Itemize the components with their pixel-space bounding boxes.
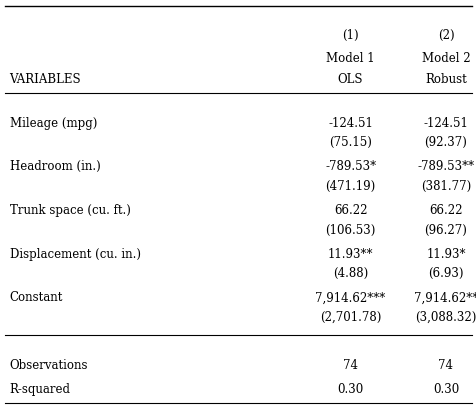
Text: -789.53**: -789.53** bbox=[416, 160, 474, 173]
Text: (4.88): (4.88) bbox=[332, 267, 367, 281]
Text: Headroom (in.): Headroom (in.) bbox=[10, 160, 100, 173]
Text: R-squared: R-squared bbox=[10, 383, 70, 396]
Text: (381.77): (381.77) bbox=[420, 180, 470, 193]
Text: 74: 74 bbox=[342, 359, 357, 372]
Text: (2,701.78): (2,701.78) bbox=[319, 311, 380, 324]
Text: (96.27): (96.27) bbox=[424, 224, 466, 237]
Text: (6.93): (6.93) bbox=[427, 267, 463, 281]
Text: (75.15): (75.15) bbox=[328, 136, 371, 150]
Text: -124.51: -124.51 bbox=[327, 117, 372, 130]
Text: 66.22: 66.22 bbox=[428, 204, 462, 217]
Text: 7,914.62**: 7,914.62** bbox=[413, 291, 476, 304]
Text: 11.93**: 11.93** bbox=[327, 248, 373, 261]
Text: 0.30: 0.30 bbox=[432, 383, 458, 396]
Text: Trunk space (cu. ft.): Trunk space (cu. ft.) bbox=[10, 204, 130, 217]
Text: 7,914.62***: 7,914.62*** bbox=[315, 291, 385, 304]
Text: Robust: Robust bbox=[424, 73, 466, 86]
Text: VARIABLES: VARIABLES bbox=[10, 73, 81, 86]
Text: 66.22: 66.22 bbox=[333, 204, 367, 217]
Text: (3,088.32): (3,088.32) bbox=[415, 311, 476, 324]
Text: (471.19): (471.19) bbox=[325, 180, 375, 193]
Text: 74: 74 bbox=[437, 359, 453, 372]
Text: Mileage (mpg): Mileage (mpg) bbox=[10, 117, 97, 130]
Text: Model 2: Model 2 bbox=[421, 52, 469, 65]
Text: (106.53): (106.53) bbox=[325, 224, 375, 237]
Text: -789.53*: -789.53* bbox=[324, 160, 376, 173]
Text: Observations: Observations bbox=[10, 359, 88, 372]
Text: (1): (1) bbox=[342, 29, 358, 42]
Text: Constant: Constant bbox=[10, 291, 63, 304]
Text: OLS: OLS bbox=[337, 73, 363, 86]
Text: -124.51: -124.51 bbox=[423, 117, 467, 130]
Text: (92.37): (92.37) bbox=[424, 136, 466, 150]
Text: Displacement (cu. in.): Displacement (cu. in.) bbox=[10, 248, 140, 261]
Text: 0.30: 0.30 bbox=[337, 383, 363, 396]
Text: (2): (2) bbox=[437, 29, 453, 42]
Text: 11.93*: 11.93* bbox=[426, 248, 465, 261]
Text: Model 1: Model 1 bbox=[326, 52, 374, 65]
